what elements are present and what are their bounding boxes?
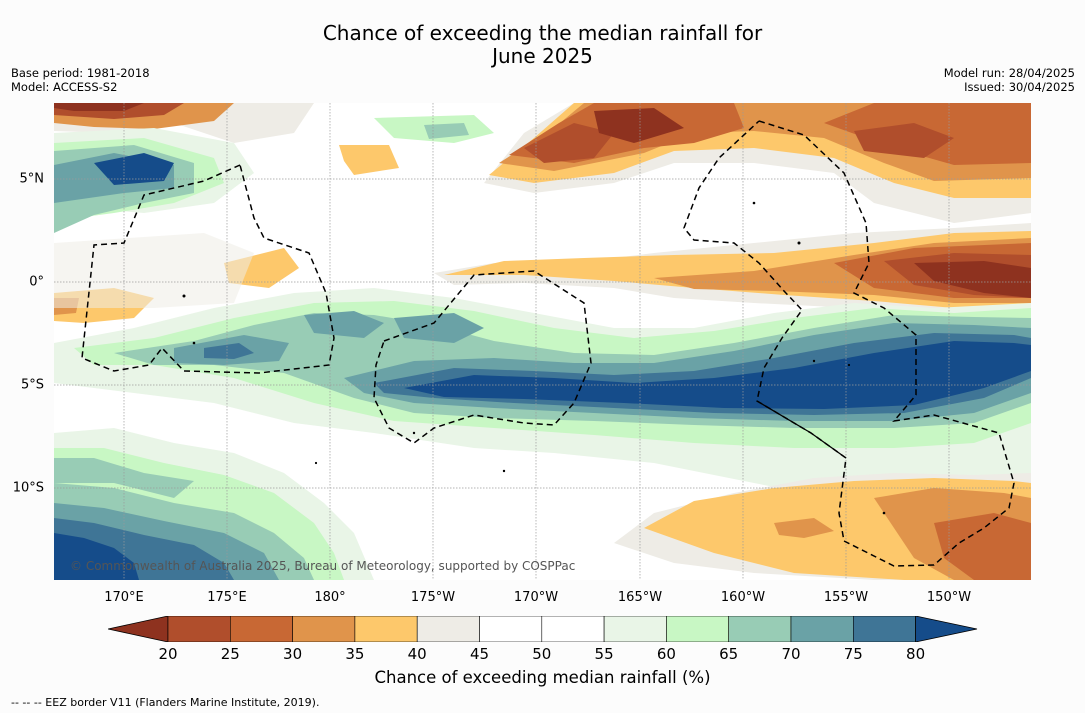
lat-label-0: 0°: [29, 274, 44, 290]
copyright-text: © Commonwealth of Australia 2025, Bureau…: [70, 559, 576, 573]
base-period-text: Base period: 1981-2018: [11, 66, 150, 80]
lon-label-150w: 150°W: [926, 590, 972, 605]
lon-label-170w: 170°W: [513, 590, 559, 605]
colorbar-cell: [354, 616, 418, 642]
colorbar-cell: [852, 616, 916, 642]
map-title-line-2: June 2025: [492, 44, 593, 68]
colorbar-cell: [603, 616, 667, 642]
meta-left: Base period: 1981-2018 Model: ACCESS-S2: [11, 66, 150, 94]
colorbar-tick-label: 70: [781, 645, 801, 663]
colorbar-tick-label: 60: [656, 645, 676, 663]
colorbar-tick-label: 20: [158, 645, 178, 663]
eez-legend-note: -- -- -- EEZ border V11 (Flanders Marine…: [11, 696, 320, 709]
colorbar-extend-high: [915, 616, 978, 642]
model-run-text: Model run: 28/04/2025: [943, 66, 1075, 80]
rainfall-map: [54, 103, 1031, 580]
issued-text: Issued: 30/04/2025: [964, 80, 1075, 94]
colorbar-tick-label: 50: [532, 645, 552, 663]
lon-label-180: 180°: [314, 590, 346, 605]
colorbar: [108, 616, 978, 642]
colorbar-cell: [416, 616, 480, 642]
colorbar-extend-low: [108, 616, 169, 642]
map-title-line-1: Chance of exceeding the median rainfall …: [322, 21, 763, 45]
colorbar-tick-label: 40: [407, 645, 427, 663]
colorbar-cell: [230, 616, 293, 642]
colorbar-tick-label: 65: [719, 645, 739, 663]
lat-label-5n: 5°N: [19, 171, 45, 187]
colorbar-tick-label: 45: [469, 645, 490, 663]
lat-label-5s: 5°S: [20, 377, 44, 393]
colorbar-tick-label: 25: [220, 645, 240, 663]
lon-label-160w: 160°W: [720, 590, 766, 605]
colorbar-cell: [479, 616, 543, 642]
colorbar-tick-label: 80: [906, 645, 926, 663]
map-title: Chance of exceeding the median rainfall …: [0, 22, 1085, 68]
colorbar-cell: [666, 616, 730, 642]
lon-label-155w: 155°W: [823, 590, 869, 605]
colorbar-label: Chance of exceeding median rainfall (%): [374, 668, 711, 687]
colorbar-cell: [167, 616, 231, 642]
colorbar-cell: [541, 616, 605, 642]
colorbar-cell: [292, 616, 356, 642]
lon-label-175w: 175°W: [410, 590, 456, 605]
meta-right: Model run: 28/04/2025 Issued: 30/04/2025: [944, 66, 1075, 94]
colorbar-cell: [728, 616, 792, 642]
rainfall-map-canvas: [54, 103, 1031, 580]
lon-label-170e: 170°E: [104, 590, 144, 605]
colorbar-tick-label: 30: [283, 645, 303, 663]
lon-label-165w: 165°W: [617, 590, 663, 605]
colorbar-tick-label: 55: [594, 645, 614, 663]
lon-label-175e: 175°E: [207, 590, 247, 605]
colorbar-cell: [790, 616, 854, 642]
colorbar-tick-label: 75: [843, 645, 863, 663]
lat-label-10s: 10°S: [12, 480, 44, 496]
model-text: Model: ACCESS-S2: [11, 80, 118, 94]
colorbar-tick-label: 35: [345, 645, 365, 663]
